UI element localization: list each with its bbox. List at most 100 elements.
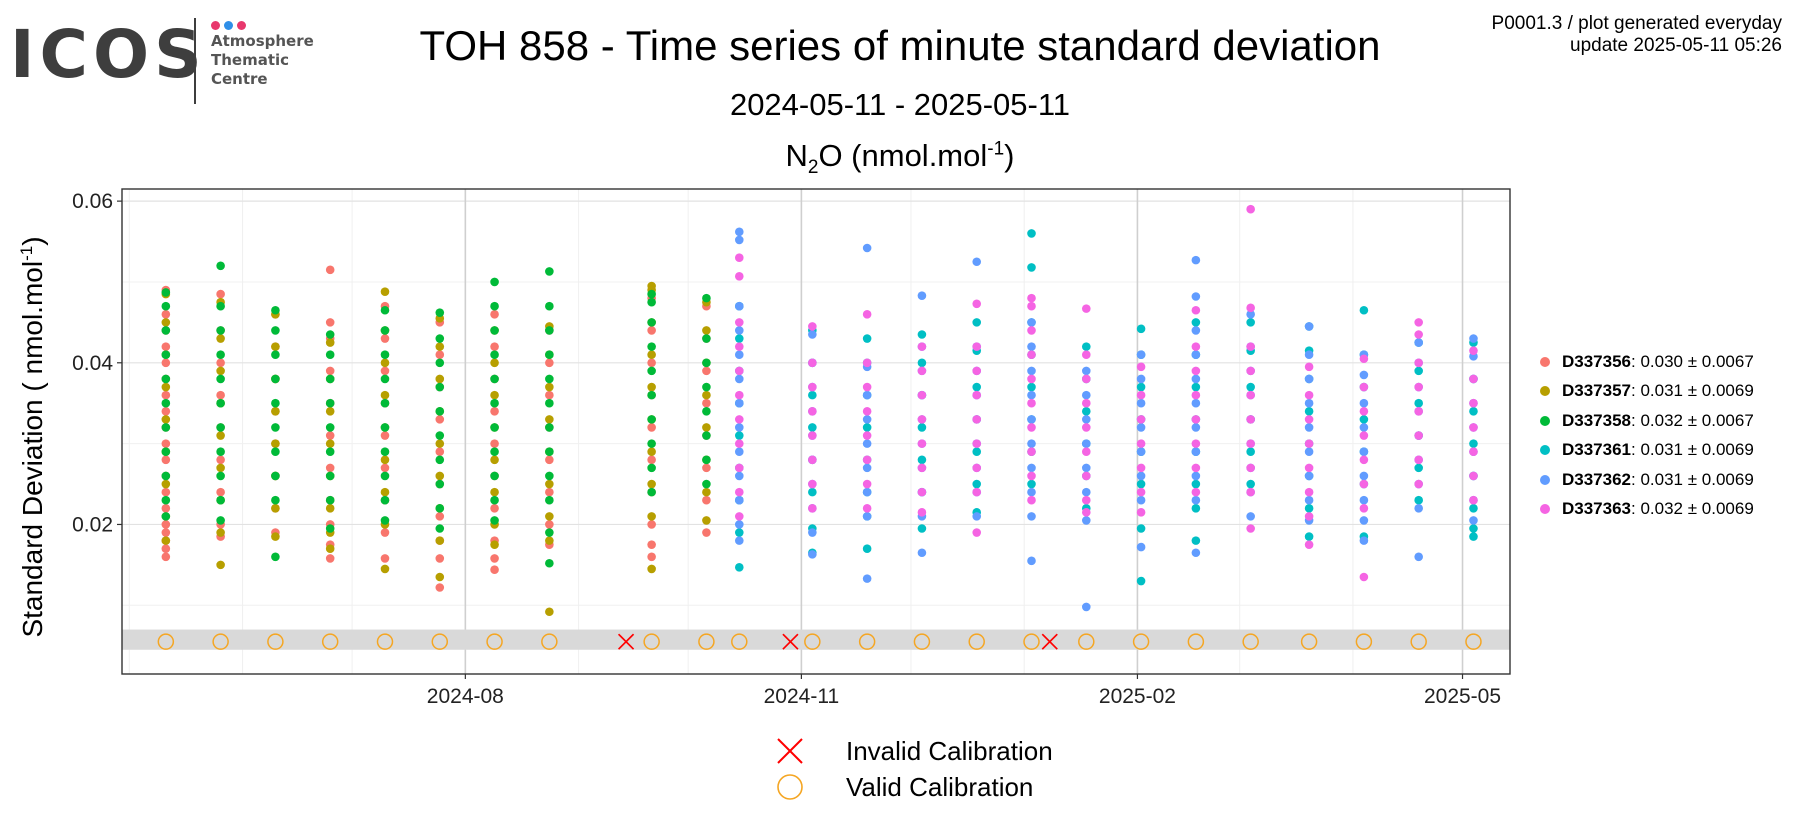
data-point-D337362 [862, 390, 872, 400]
data-point-D337363 [1414, 382, 1423, 392]
gas-unit: O (nmol.mol [818, 138, 988, 173]
logo-dot [224, 21, 233, 30]
data-point-D337357 [161, 318, 171, 327]
data-point-D337362 [1027, 463, 1036, 473]
data-point-D337362 [1359, 471, 1369, 481]
data-point-D337358 [271, 398, 280, 408]
data-point-D337362 [1469, 516, 1478, 525]
calibration-band [122, 629, 1510, 650]
valid-calibration-marker [267, 633, 284, 650]
data-point-D337363 [1359, 572, 1369, 582]
data-point-D337356 [435, 447, 445, 457]
data-point-D337361 [917, 455, 927, 465]
data-point-D337358 [216, 350, 225, 360]
data-point-D337363 [1027, 374, 1036, 384]
data-point-D337363 [1027, 447, 1036, 457]
data-point-D337358 [545, 301, 554, 311]
data-point-D337362 [1246, 512, 1255, 521]
legend-series-stats: : 0.030 ± 0.0067 [1631, 351, 1754, 371]
data-point-D337358 [702, 479, 711, 489]
invalid-calibration-label: Invalid Calibration [846, 735, 1053, 766]
valid-calibration-marker [1300, 633, 1318, 650]
data-point-D337358 [702, 431, 711, 440]
data-point-D337361 [808, 390, 817, 400]
data-point-D337356 [647, 520, 656, 529]
data-point-D337363 [1246, 524, 1255, 533]
data-point-D337356 [435, 554, 445, 563]
data-point-D337356 [647, 358, 656, 368]
data-point-D337363 [1136, 463, 1146, 473]
data-point-D337358 [161, 423, 171, 432]
data-point-D337363 [1136, 390, 1146, 400]
data-point-D337358 [216, 447, 225, 457]
data-point-D337362 [1359, 423, 1369, 432]
valid-calibration-marker [1465, 633, 1482, 650]
data-point-D337363 [917, 415, 927, 424]
data-point-D337356 [161, 390, 171, 400]
valid-calibration-marker [486, 633, 503, 650]
data-point-D337356 [325, 554, 335, 563]
data-point-D337363 [1191, 487, 1201, 497]
legend-marker [1540, 504, 1550, 515]
data-point-D337356 [490, 342, 499, 351]
data-point-D337363 [1246, 463, 1255, 473]
valid-calibration-marker [157, 633, 175, 650]
data-point-D337361 [734, 431, 744, 440]
data-point-D337361 [734, 563, 744, 572]
data-point-D337362 [1359, 398, 1369, 408]
data-point-D337363 [1246, 342, 1255, 351]
data-point-D337358 [271, 326, 280, 335]
data-point-D337356 [161, 439, 171, 448]
data-point-D337363 [1304, 540, 1314, 549]
data-point-D337362 [1136, 495, 1146, 505]
data-point-D337357 [435, 572, 445, 582]
data-point-D337357 [647, 564, 656, 574]
data-point-D337363 [917, 342, 927, 351]
data-point-D337357 [647, 479, 656, 489]
data-point-D337357 [325, 338, 335, 347]
valid-calibration-marker [212, 633, 229, 650]
data-point-D337363 [1191, 342, 1201, 351]
valid-calibration-marker [376, 633, 394, 650]
data-point-D337358 [380, 374, 390, 384]
generation-line: P0001.3 / plot generated everyday [1491, 13, 1782, 34]
data-point-D337356 [161, 487, 171, 497]
legend-item-D337356: D337356: 0.030 ± 0.0067 [1540, 347, 1754, 377]
data-point-D337362 [1304, 374, 1314, 384]
data-point-D337363 [862, 406, 872, 416]
data-point-D337362 [1304, 398, 1314, 408]
data-point-D337363 [1081, 374, 1091, 384]
data-point-D337358 [271, 552, 280, 562]
data-point-D337356 [161, 406, 171, 416]
update-line: update 2025-05-11 05:26 [1570, 35, 1782, 56]
data-point-D337362 [972, 512, 982, 521]
data-point-D337356 [490, 439, 499, 448]
x-tick-label: 2024-11 [764, 685, 840, 708]
data-point-D337358 [435, 479, 445, 489]
data-point-D337362 [808, 550, 817, 559]
data-point-D337362 [1246, 309, 1255, 319]
data-point-D337358 [216, 495, 225, 505]
data-point-D337357 [490, 455, 499, 465]
data-point-D337358 [380, 350, 390, 360]
data-point-D337358 [271, 423, 280, 432]
data-point-D337362 [862, 487, 872, 497]
logo-dot [211, 21, 220, 30]
valid-calibration-icon [770, 769, 810, 805]
legend-series-stats: : 0.032 ± 0.0067 [1631, 410, 1754, 430]
data-point-D337357 [216, 560, 225, 570]
invalid-calibration-marker [617, 633, 635, 650]
data-point-D337357 [490, 540, 499, 549]
data-point-D337358 [435, 382, 445, 392]
data-point-D337357 [435, 374, 445, 384]
data-point-D337358 [161, 447, 171, 457]
data-point-D337363 [917, 366, 927, 376]
data-point-D337363 [808, 479, 817, 489]
data-point-D337363 [734, 318, 744, 327]
data-point-D337362 [1027, 390, 1036, 400]
data-point-D337357 [325, 406, 335, 416]
data-point-D337356 [490, 309, 499, 319]
data-point-D337356 [702, 398, 711, 408]
data-point-D337356 [161, 342, 171, 351]
data-point-D337363 [972, 342, 982, 351]
